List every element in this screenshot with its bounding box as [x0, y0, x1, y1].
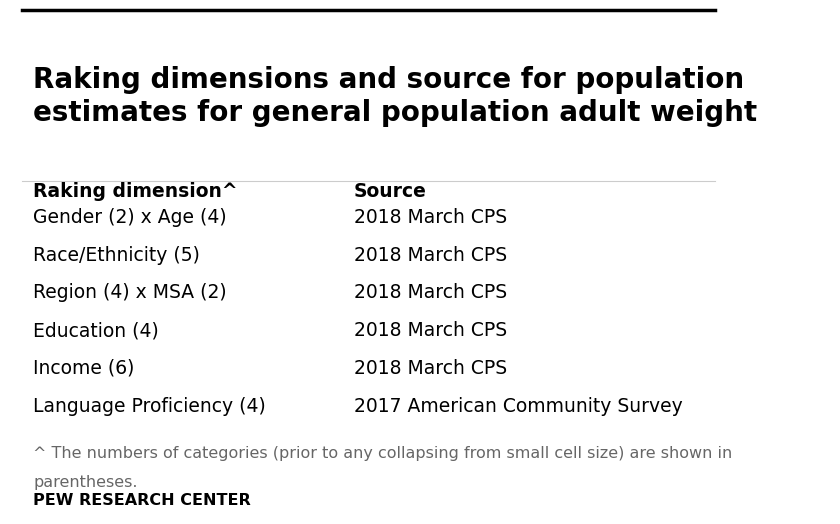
Text: Source: Source: [354, 182, 427, 201]
Text: Raking dimension^: Raking dimension^: [34, 182, 238, 201]
Text: 2018 March CPS: 2018 March CPS: [354, 321, 507, 340]
Text: Education (4): Education (4): [34, 321, 159, 340]
Text: ^ The numbers of categories (prior to any collapsing from small cell size) are s: ^ The numbers of categories (prior to an…: [34, 446, 732, 461]
Text: PEW RESEARCH CENTER: PEW RESEARCH CENTER: [34, 493, 251, 508]
Text: Region (4) x MSA (2): Region (4) x MSA (2): [34, 283, 227, 302]
Text: Income (6): Income (6): [34, 359, 134, 378]
Text: Language Proficiency (4): Language Proficiency (4): [34, 397, 266, 416]
Text: 2017 American Community Survey: 2017 American Community Survey: [354, 397, 683, 416]
Text: Race/Ethnicity (5): Race/Ethnicity (5): [34, 246, 200, 265]
Text: parentheses.: parentheses.: [34, 475, 138, 489]
Text: 2018 March CPS: 2018 March CPS: [354, 208, 507, 227]
Text: 2018 March CPS: 2018 March CPS: [354, 359, 507, 378]
Text: 2018 March CPS: 2018 March CPS: [354, 283, 507, 302]
Text: Raking dimensions and source for population
estimates for general population adu: Raking dimensions and source for populat…: [34, 66, 758, 127]
Text: 2018 March CPS: 2018 March CPS: [354, 246, 507, 265]
Text: Gender (2) x Age (4): Gender (2) x Age (4): [34, 208, 227, 227]
